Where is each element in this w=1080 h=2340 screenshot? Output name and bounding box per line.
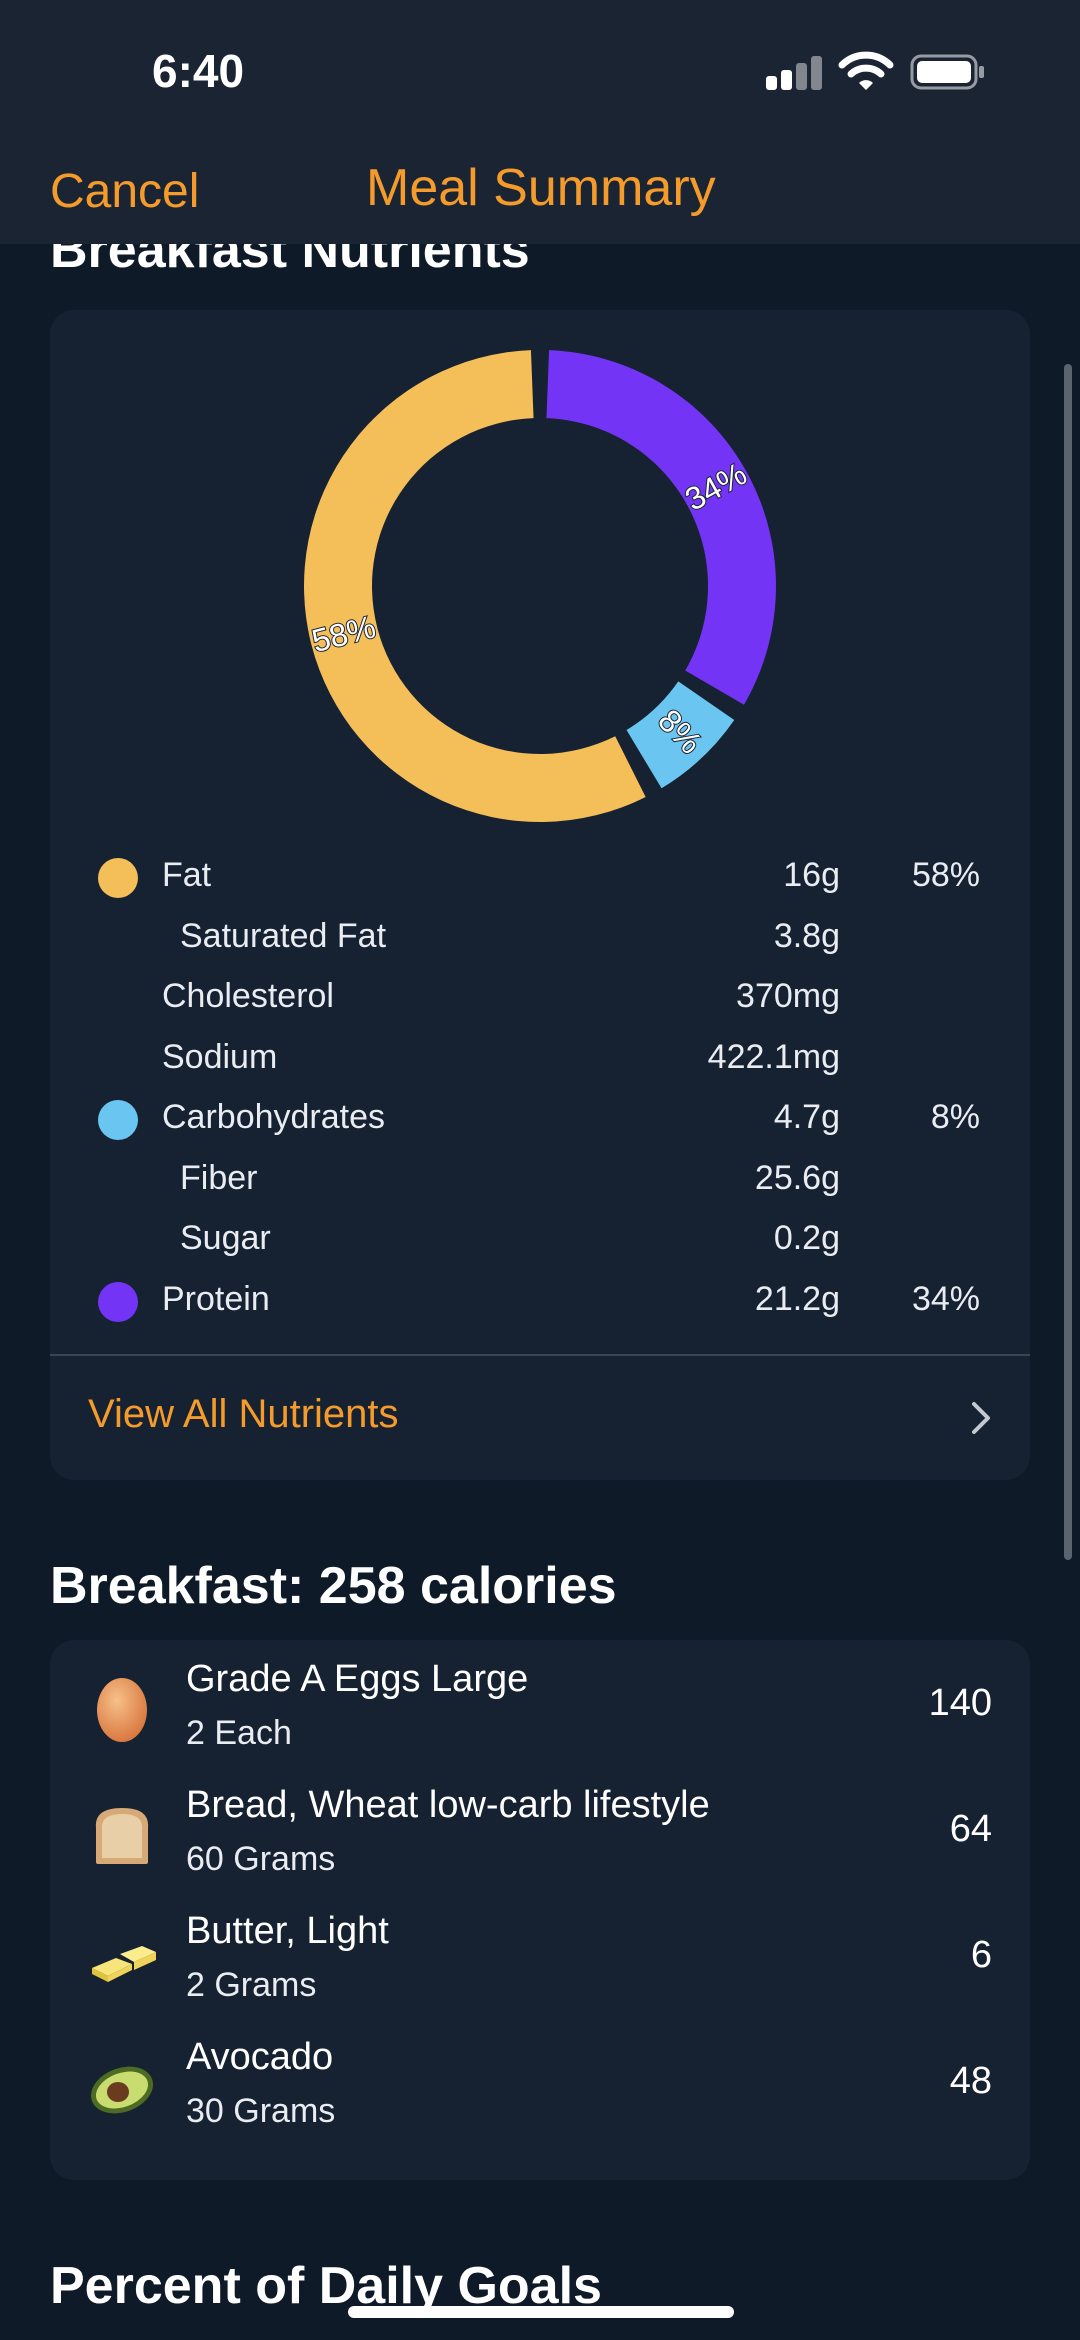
battery-icon: [910, 54, 984, 90]
nutrient-color-dot: [98, 1100, 138, 1140]
food-name: Butter, Light: [186, 1910, 389, 1952]
food-name: Avocado: [186, 2036, 334, 2078]
food-calories: 6: [970, 1934, 992, 1976]
nutrient-row: Fiber 25.6g: [50, 1149, 1030, 1209]
food-item-row[interactable]: Avocado 30 Grams 48: [50, 2022, 1030, 2148]
food-calories: 140: [928, 1682, 992, 1724]
food-quantity: 2 Each: [186, 1714, 292, 1752]
nutrient-amount: 0.2g: [773, 1219, 840, 1257]
nutrient-label: Sugar: [180, 1219, 271, 1257]
cancel-button[interactable]: Cancel: [50, 165, 200, 218]
nutrient-row: Protein 21.2g 34%: [50, 1270, 1030, 1330]
food-quantity: 2 Grams: [186, 1966, 317, 2004]
nutrient-amount: 21.2g: [754, 1279, 840, 1318]
chevron-right-icon: [972, 1402, 990, 1434]
nutrient-percent: 8%: [930, 1098, 980, 1136]
food-name: Bread, Wheat low-carb lifestyle: [186, 1784, 710, 1826]
home-indicator[interactable]: [348, 2306, 734, 2318]
nutrient-row: Sodium 422.1mg: [50, 1028, 1030, 1088]
nutrient-color-dot: [98, 858, 138, 898]
butter-icon: [86, 1924, 158, 1996]
nutrient-label: Cholesterol: [162, 977, 334, 1015]
nutrient-row: Carbohydrates 4.7g 8%: [50, 1088, 1030, 1148]
nutrient-amount: 370mg: [736, 977, 840, 1015]
nutrient-amount: 4.7g: [773, 1098, 840, 1136]
daily-goals-title: Percent of Daily Goals: [50, 2257, 602, 2315]
nutrient-amount: 25.6g: [754, 1158, 840, 1197]
status-bar: 6:40: [0, 0, 1080, 140]
nutrient-label: Protein: [162, 1279, 270, 1318]
nutrient-row: Saturated Fat 3.8g: [50, 907, 1030, 967]
status-time: 6:40: [152, 45, 245, 97]
avocado-icon: [86, 2050, 158, 2122]
breakfast-food-list: Grade A Eggs Large 2 Each 140 Bread, Wheat …: [50, 1640, 1030, 2180]
nutrient-color-dot: [98, 1281, 138, 1322]
nutrient-percent: 34%: [911, 1279, 980, 1318]
nutrients-card: 34% 8% 58% Fat 16g 58% Saturated Fat 3.8g Chole…: [50, 310, 1030, 1480]
page-title: Meal Summary: [366, 159, 716, 217]
food-calories: 64: [949, 1808, 992, 1850]
donut-slice-carbohydrates: [626, 681, 735, 789]
macros-donut-chart: 34%8%58%: [303, 350, 777, 823]
food-item-row[interactable]: Grade A Eggs Large 2 Each 140: [50, 1644, 1030, 1770]
cellular-signal-icon: [766, 56, 824, 90]
food-quantity: 30 Grams: [186, 2092, 336, 2130]
egg-icon: [86, 1672, 158, 1744]
nutrient-amount: 3.8g: [773, 916, 840, 955]
nutrient-label: Fiber: [180, 1158, 258, 1197]
view-all-nutrients-button[interactable]: View All Nutrients: [50, 1354, 1030, 1480]
nutrient-label: Fat: [162, 856, 212, 894]
nutrient-row: Fat 16g 58%: [50, 846, 1030, 906]
bread-icon: [86, 1798, 158, 1870]
donut-slice-protein: [546, 350, 777, 705]
nutrient-row: Sugar 0.2g: [50, 1209, 1030, 1269]
nutrient-label: Carbohydrates: [162, 1098, 386, 1136]
nutrient-amount: 422.1mg: [707, 1037, 840, 1076]
wifi-icon: [838, 51, 894, 90]
scrollbar[interactable]: [1064, 364, 1072, 1560]
nutrient-label: Sodium: [162, 1037, 278, 1076]
food-name: Grade A Eggs Large: [186, 1658, 529, 1700]
food-calories: 48: [949, 2060, 992, 2102]
breakfast-calories-title: Breakfast: 258 calories: [50, 1557, 617, 1615]
donut-slice-fat: [303, 350, 646, 823]
food-item-row[interactable]: Butter, Light 2 Grams 6: [50, 1896, 1030, 2022]
card-divider: [50, 1354, 1030, 1356]
view-all-nutrients-label: View All Nutrients: [88, 1392, 399, 1436]
nutrient-percent: 58%: [911, 856, 980, 894]
food-item-row[interactable]: Bread, Wheat low-carb lifestyle 60 Grams 6…: [50, 1770, 1030, 1896]
nutrient-amount: 16g: [783, 856, 840, 894]
nutrient-row: Cholesterol 370mg: [50, 967, 1030, 1027]
navigation-bar: Cancel Meal Summary: [0, 140, 1080, 244]
nutrient-label: Saturated Fat: [180, 916, 387, 955]
food-quantity: 60 Grams: [186, 1840, 336, 1878]
